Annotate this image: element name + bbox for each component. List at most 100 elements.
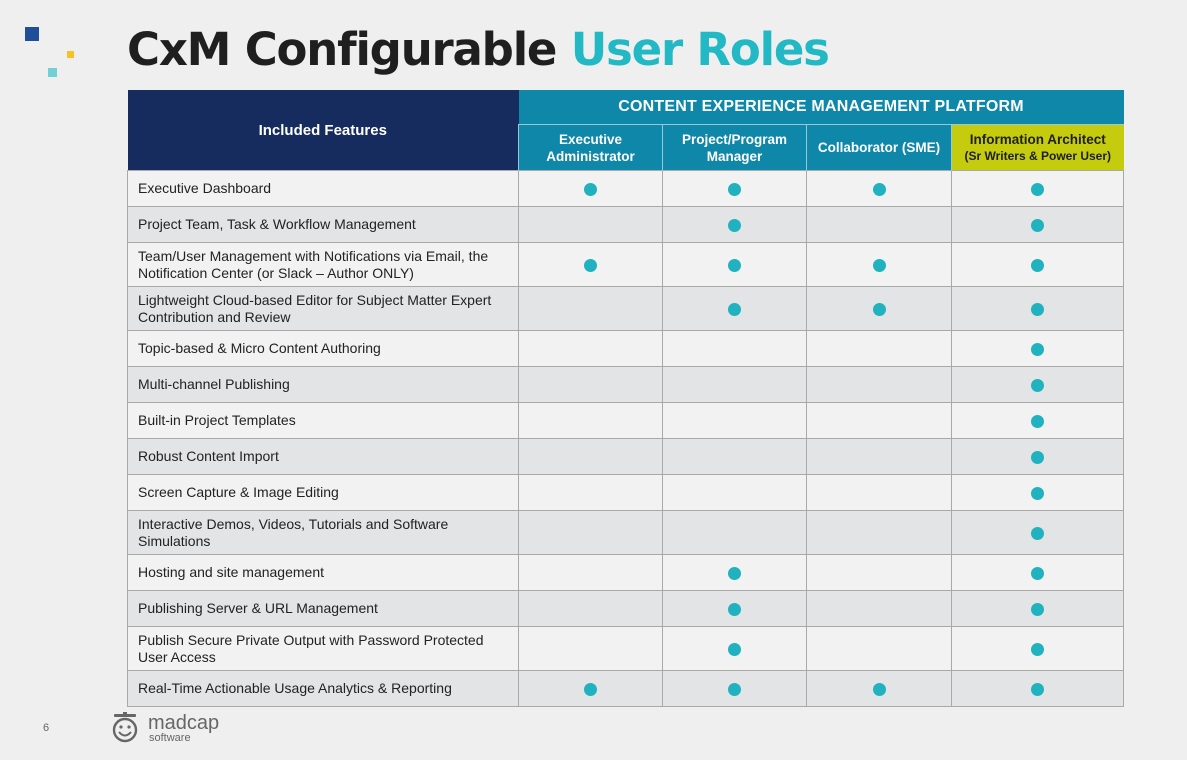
role-line2: Manager	[706, 148, 763, 164]
included-dot-icon	[1031, 183, 1045, 197]
roles-table: Included Features CONTENT EXPERIENCE MAN…	[127, 90, 1125, 707]
features-header: Included Features	[127, 90, 519, 171]
feature-cell: Built-in Project Templates	[127, 402, 519, 439]
role-availability-cell	[662, 438, 807, 475]
feature-cell: Team/User Management with Notifications …	[127, 242, 519, 287]
table-row: Built-in Project Templates	[127, 402, 1125, 439]
role-availability-cell	[518, 330, 663, 367]
role-availability-cell	[950, 626, 1125, 671]
role-availability-cell	[950, 554, 1125, 591]
decor-square-cyan	[48, 68, 57, 77]
included-dot-icon	[728, 683, 741, 697]
table-row: Topic-based & Micro Content Authoring	[127, 330, 1125, 367]
madcap-logo: madcap software	[108, 712, 238, 746]
included-dot-icon	[1031, 343, 1045, 357]
role-availability-cell	[662, 554, 807, 591]
table-row: Lightweight Cloud-based Editor for Subje…	[127, 286, 1125, 331]
table-row: Project Team, Task & Workflow Management	[127, 206, 1125, 243]
role-availability-cell	[950, 242, 1125, 287]
role-header-project-manager: Project/Program Manager	[662, 124, 807, 171]
table-row: Publish Secure Private Output with Passw…	[127, 626, 1125, 671]
role-availability-cell	[806, 286, 952, 331]
included-dot-icon	[1031, 219, 1045, 233]
feature-cell: Topic-based & Micro Content Authoring	[127, 330, 519, 367]
role-availability-cell	[806, 626, 952, 671]
feature-cell: Lightweight Cloud-based Editor for Subje…	[127, 286, 519, 331]
role-availability-cell	[806, 510, 952, 555]
slide-title: CxM Configurable User Roles	[127, 20, 830, 80]
feature-cell: Project Team, Task & Workflow Management	[127, 206, 519, 243]
role-availability-cell	[662, 626, 807, 671]
included-dot-icon	[1031, 603, 1045, 617]
role-availability-cell	[806, 554, 952, 591]
role-availability-cell	[806, 670, 952, 707]
table-row: Robust Content Import	[127, 438, 1125, 475]
included-dot-icon	[584, 259, 597, 273]
role-line1: Executive	[558, 131, 623, 147]
decor-square-yellow	[67, 51, 74, 58]
included-dot-icon	[728, 219, 741, 233]
role-availability-cell	[518, 474, 663, 511]
role-availability-cell	[662, 242, 807, 287]
included-dot-icon	[1031, 683, 1045, 697]
role-availability-cell	[662, 206, 807, 243]
table-row: Publishing Server & URL Management	[127, 590, 1125, 627]
role-header-collaborator: Collaborator (SME)	[806, 124, 952, 171]
table-row: Hosting and site management	[127, 554, 1125, 591]
role-line2: Administrator	[546, 148, 635, 164]
included-dot-icon	[728, 643, 741, 657]
role-availability-cell	[806, 330, 952, 367]
included-dot-icon	[1031, 487, 1045, 501]
included-dot-icon	[872, 259, 886, 273]
included-dot-icon	[728, 567, 741, 581]
role-availability-cell	[518, 670, 663, 707]
table-row: Executive Dashboard	[127, 170, 1125, 207]
role-availability-cell	[518, 438, 663, 475]
title-part2: User Roles	[570, 23, 830, 76]
role-availability-cell	[950, 402, 1125, 439]
role-availability-cell	[518, 366, 663, 403]
role-line1: Project/Program	[681, 131, 788, 147]
table-row: Multi-channel Publishing	[127, 366, 1125, 403]
included-dot-icon	[1031, 379, 1045, 393]
role-availability-cell	[950, 286, 1125, 331]
role-availability-cell	[950, 590, 1125, 627]
role-availability-cell	[806, 438, 952, 475]
role-availability-cell	[950, 330, 1125, 367]
included-dot-icon	[728, 603, 741, 617]
role-availability-cell	[518, 242, 663, 287]
role-header-information-architect: Information Architect (Sr Writers & Power…	[950, 124, 1124, 171]
role-availability-cell	[662, 366, 807, 403]
role-line1: Collaborator (SME)	[817, 140, 941, 155]
included-dot-icon	[584, 683, 597, 697]
role-availability-cell	[662, 330, 807, 367]
feature-cell: Publish Secure Private Output with Passw…	[127, 626, 519, 671]
decor-square-blue	[25, 27, 39, 41]
table-row: Team/User Management with Notifications …	[127, 242, 1125, 287]
role-availability-cell	[662, 170, 807, 207]
logo-name: madcap	[148, 712, 220, 734]
role-availability-cell	[518, 206, 663, 243]
included-dot-icon	[1031, 303, 1045, 317]
role-availability-cell	[950, 170, 1125, 207]
included-dot-icon	[1031, 643, 1045, 657]
included-dot-icon	[1031, 567, 1045, 581]
role-availability-cell	[806, 206, 952, 243]
feature-cell: Executive Dashboard	[127, 170, 519, 207]
feature-cell: Interactive Demos, Videos, Tutorials and…	[127, 510, 519, 555]
table-row: Real-Time Actionable Usage Analytics & R…	[127, 670, 1125, 707]
role-availability-cell	[806, 242, 952, 287]
feature-cell: Screen Capture & Image Editing	[127, 474, 519, 511]
role-availability-cell	[950, 670, 1125, 707]
role-availability-cell	[950, 206, 1125, 243]
role-availability-cell	[806, 366, 952, 403]
platform-header: CONTENT EXPERIENCE MANAGEMENT PLATFORM	[518, 90, 1124, 125]
included-dot-icon	[1031, 259, 1045, 273]
page-number: 6	[43, 722, 50, 734]
title-part1: CxM Configurable	[127, 23, 557, 76]
role-availability-cell	[662, 670, 807, 707]
logo-sub: software	[149, 732, 191, 744]
included-dot-icon	[872, 183, 886, 197]
role-availability-cell	[662, 474, 807, 511]
included-dot-icon	[584, 183, 597, 197]
